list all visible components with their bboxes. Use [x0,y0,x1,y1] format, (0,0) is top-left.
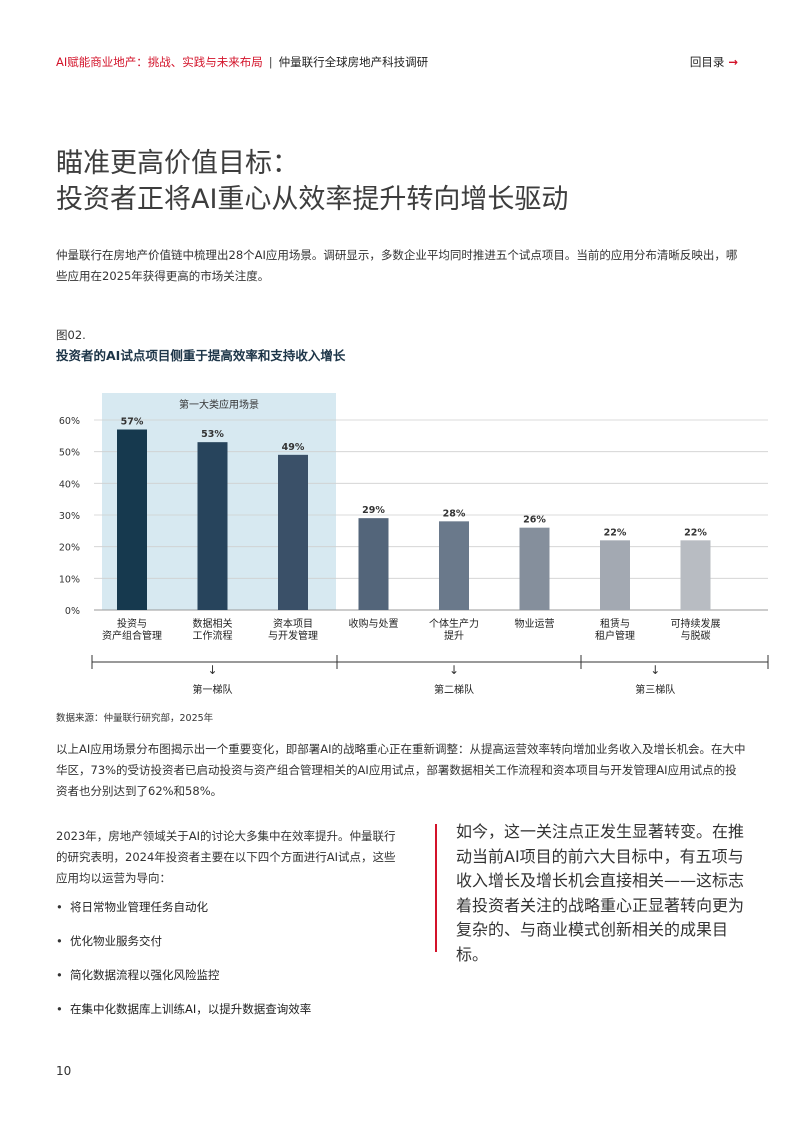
figure-source: 数据来源：仲量联行研究部，2025年 [56,713,214,724]
bar-chart: 第一大类应用场景 0% 10% 20% 30% 40% 50% 60% 57% 投资与资产组合管理… [59,393,769,696]
bar [197,442,228,610]
tier-label: 第二梯队 [434,683,474,696]
report-title: AI赋能商业地产：挑战、实践与未来布局 [56,55,263,69]
y-tick-label: 60% [59,416,80,427]
pilot-areas-list: 将日常物业管理任务自动化 优化物业服务交付 简化数据流程以强化风险监控 在集中化… [56,897,396,1033]
x-tick-label: 与脱碳 [681,629,711,642]
y-tick-label: 0% [65,606,80,617]
y-tick-label: 20% [59,543,80,554]
bar [117,429,147,610]
page-title-line2: 投资者正将AI重心从效率提升转向增长驱动 [56,184,569,215]
y-tick-label: 30% [59,511,80,522]
x-tick-label: 资产组合管理 [102,629,162,642]
page-title-line1: 瞄准更高价值目标： [56,148,299,179]
data-label: 28% [443,508,466,519]
y-tick-label: 40% [59,479,80,490]
x-tick-label: 投资与 [117,617,147,630]
quote-accent-bar [435,824,437,952]
report-header: AI赋能商业地产：挑战、实践与未来布局 | 仲量联行全球房地产科技调研 [56,54,428,70]
x-tick-label: 租赁与 [600,617,630,630]
analysis-paragraph: 以上AI应用场景分布图揭示出一个重要变化，即部署AI的战略重心正在重新调整：从提… [56,742,746,798]
data-label: 22% [684,527,707,538]
back-to-contents-label: 回目录 [689,55,725,69]
list-item: 优化物业服务交付 [56,931,396,965]
data-label: 53% [201,429,224,440]
x-tick-label: 工作流程 [193,629,233,642]
x-tick-label: 与开发管理 [268,629,318,642]
x-tick-label: 提升 [444,630,464,642]
x-tick-label: 收购与处置 [349,617,399,630]
data-label: 22% [604,527,627,538]
report-subtitle: 仲量联行全球房地产科技调研 [278,55,429,69]
data-label: 26% [523,515,546,526]
highlight-band-label: 第一大类应用场景 [179,398,259,411]
list-item: 简化数据流程以强化风险监控 [56,965,396,999]
data-label: 49% [282,442,305,453]
arrow-down-icon: ↓ [449,663,459,677]
bar [600,540,630,610]
x-tick-label: 个体生产力 [429,617,479,630]
y-tick-label: 10% [59,574,80,585]
page-title: 瞄准更高价值目标： 投资者正将AI重心从效率提升转向增长驱动 [56,146,568,218]
x-tick-label: 可持续发展 [671,617,721,630]
data-label: 29% [362,505,385,516]
bar [358,518,389,610]
arrow-right-icon: → [728,55,738,69]
figure-number: 图02. [56,328,86,342]
x-tick-label: 物业运营 [515,617,555,630]
data-label: 57% [121,417,144,428]
back-to-contents-link[interactable]: 回目录 → [690,54,738,70]
list-item: 在集中化数据库上训练AI，以提升数据查询效率 [56,999,396,1033]
pull-quote: 如今，这一关注点正发生显著转变。在推动当前AI项目的前六大目标中，有五项与收入增… [456,822,745,964]
x-tick-label: 数据相关 [193,617,233,630]
x-tick-label: 资本项目 [273,617,313,630]
list-item: 将日常物业管理任务自动化 [56,897,396,931]
figure-title: 投资者的AI试点项目侧重于提高效率和支持收入增长 [56,348,346,363]
left-column-paragraph: 2023年，房地产领域关于AI的讨论大多集中在效率提升。仲量联行的研究表明，20… [56,829,396,885]
page-number: 10 [56,1064,72,1078]
intro-paragraph: 仲量联行在房地产价值链中梳理出28个AI应用场景。调研显示，多数企业平均同时推进… [56,248,738,283]
bar [680,540,711,610]
bar [519,527,550,610]
header-separator: | [268,55,273,69]
tier-label: 第三梯队 [635,683,675,696]
bar [439,521,469,610]
x-tick-label: 租户管理 [595,629,635,642]
tier-label: 第一梯队 [193,683,233,696]
y-tick-label: 50% [59,448,80,459]
arrow-down-icon: ↓ [650,663,660,677]
bar [278,454,308,610]
arrow-down-icon: ↓ [207,663,217,677]
